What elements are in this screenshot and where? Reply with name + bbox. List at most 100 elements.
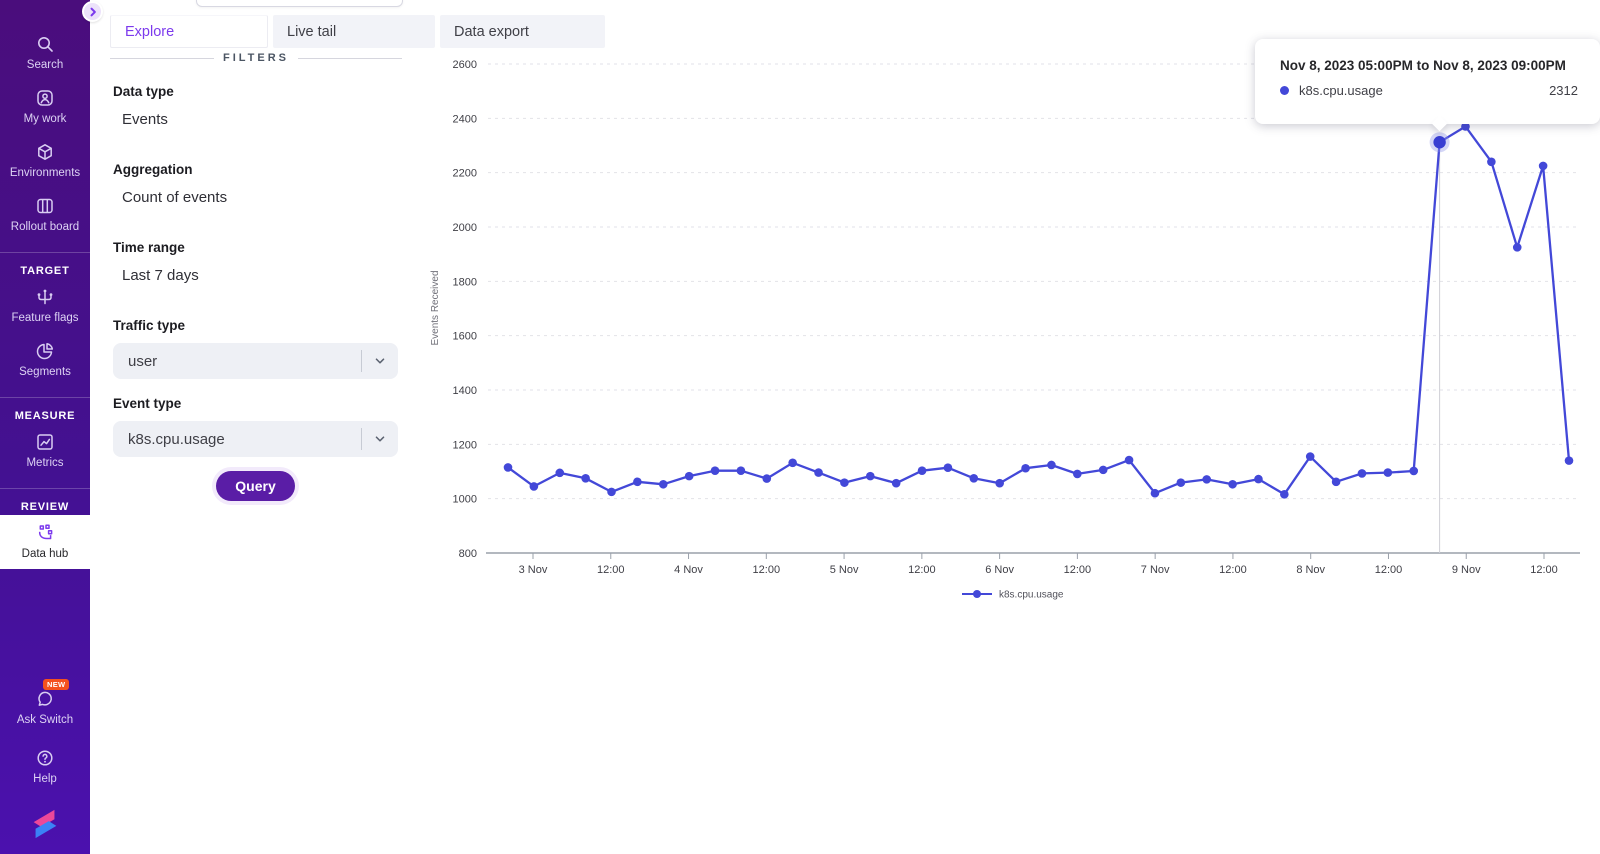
x-tick-label: 7 Nov (1141, 564, 1170, 576)
data-point[interactable] (1073, 469, 1082, 479)
data-point[interactable] (1357, 469, 1367, 478)
filters-heading-label: FILTERS (223, 52, 290, 64)
data-point[interactable] (607, 487, 616, 497)
filter-label: Aggregation (113, 162, 193, 177)
data-point[interactable] (1098, 465, 1108, 475)
data-point[interactable] (1254, 474, 1263, 484)
data-point[interactable] (736, 466, 746, 475)
data-point[interactable] (1331, 477, 1341, 487)
data-point[interactable] (943, 463, 953, 472)
data-point[interactable] (529, 482, 539, 491)
filter-label: Data type (113, 84, 174, 99)
data-point[interactable] (1564, 456, 1574, 465)
highlighted-point[interactable] (1433, 136, 1446, 149)
y-tick-label: 1000 (453, 494, 477, 506)
sidebar-divider (0, 252, 90, 253)
data-point[interactable] (840, 478, 849, 487)
series-color-dot (1280, 86, 1289, 95)
data-point[interactable] (814, 468, 823, 477)
query-button[interactable]: Query (216, 471, 295, 501)
sidebar-item-data-hub[interactable]: Data hub (0, 515, 90, 569)
sidebar-item-segments[interactable]: Segments (0, 333, 90, 387)
data-point[interactable] (1021, 463, 1030, 473)
data-point[interactable] (658, 479, 668, 489)
data-point[interactable] (1383, 468, 1393, 477)
data-point[interactable] (1538, 161, 1548, 171)
select-divider (361, 350, 362, 372)
traffic-type-select[interactable]: user (113, 343, 398, 379)
data-point[interactable] (1150, 488, 1160, 498)
chevron-right-icon (87, 6, 99, 18)
divider-line (298, 57, 403, 59)
y-tick-label: 800 (459, 548, 477, 560)
data-point[interactable] (1512, 243, 1522, 252)
x-tick-label: 9 Nov (1452, 564, 1481, 576)
sidebar-item-label: Metrics (26, 457, 64, 469)
x-tick-label: 3 Nov (519, 564, 548, 576)
y-axis-title: Events Received (430, 270, 441, 345)
sidebar-item-ask-switch[interactable]: NEW Ask Switch (15, 679, 75, 735)
filters-heading: FILTERS (110, 52, 403, 64)
data-point[interactable] (1124, 455, 1134, 465)
data-point[interactable] (1305, 452, 1315, 461)
sidebar-item-rollout-board[interactable]: Rollout board (0, 188, 90, 242)
tooltip-series-name: k8s.cpu.usage (1299, 83, 1383, 98)
data-point[interactable] (1280, 490, 1289, 499)
data-point[interactable] (633, 477, 642, 487)
data-point[interactable] (1461, 122, 1470, 131)
legend-marker-dot (973, 590, 981, 598)
data-point[interactable] (503, 463, 513, 472)
sidebar-item-feature-flags[interactable]: Feature flags (0, 279, 90, 333)
data-point[interactable] (1202, 475, 1212, 484)
tab-data-export[interactable]: Data export (440, 15, 605, 48)
data-point[interactable] (684, 471, 694, 481)
data-point[interactable] (1176, 478, 1186, 487)
legend-item-k8s-cpu-usage[interactable]: k8s.cpu.usage (962, 590, 1064, 601)
top-search-input[interactable] (196, 0, 403, 7)
data-point[interactable] (1047, 460, 1056, 470)
data-point[interactable] (865, 471, 875, 481)
segments-icon (35, 341, 55, 361)
data-point[interactable] (1228, 479, 1237, 489)
y-tick-label: 2600 (453, 59, 477, 71)
tab-explore[interactable]: Explore (110, 15, 268, 48)
sidebar: Search My work Environments Rollout board TA… (0, 0, 90, 854)
data-point[interactable] (995, 478, 1004, 488)
x-tick-label: 12:00 (1064, 564, 1092, 576)
rollout-board-icon (35, 196, 55, 216)
sidebar-item-my-work[interactable]: My work (0, 80, 90, 134)
switch-logo[interactable] (28, 805, 62, 850)
data-point[interactable] (917, 466, 927, 475)
x-tick-label: 12:00 (597, 564, 625, 576)
data-point[interactable] (555, 468, 565, 478)
data-point[interactable] (1487, 157, 1496, 167)
new-badge: NEW (43, 679, 70, 691)
sidebar-item-search[interactable]: Search (0, 26, 90, 80)
sidebar-item-help[interactable]: Help (31, 740, 59, 794)
sidebar-nav: Search My work Environments Rollout board TA… (0, 0, 90, 569)
sidebar-item-environments[interactable]: Environments (0, 134, 90, 188)
chevron-down-icon (362, 354, 398, 368)
filter-label: Traffic type (113, 318, 186, 333)
data-point[interactable] (891, 478, 901, 488)
x-tick-label: 12:00 (1375, 564, 1403, 576)
aggregation-value[interactable]: Count of events (122, 189, 228, 206)
y-tick-label: 1200 (453, 439, 477, 451)
data-point[interactable] (788, 458, 797, 468)
data-type-value[interactable]: Events (122, 111, 168, 128)
data-point[interactable] (710, 466, 720, 475)
tab-live-tail[interactable]: Live tail (273, 15, 435, 48)
data-point[interactable] (762, 474, 772, 483)
data-point[interactable] (581, 473, 590, 483)
event-type-select[interactable]: k8s.cpu.usage (113, 421, 398, 457)
sidebar-item-label: Ask Switch (16, 714, 74, 726)
data-point[interactable] (969, 473, 979, 483)
sidebar-item-metrics[interactable]: Metrics (0, 424, 90, 478)
series-line-k8s-cpu-usage (506, 125, 1571, 496)
data-point[interactable] (1409, 466, 1419, 476)
filter-field-traffic-type: Traffic type user (113, 318, 398, 379)
select-divider (361, 428, 362, 450)
sidebar-expand-button[interactable] (82, 1, 103, 22)
time-range-value[interactable]: Last 7 days (122, 267, 199, 284)
